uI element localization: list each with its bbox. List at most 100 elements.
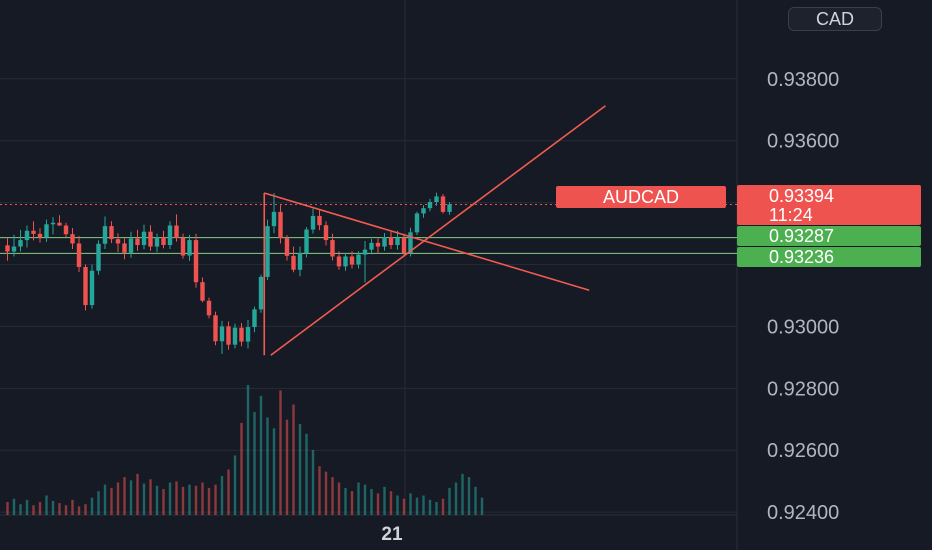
volume-bar (207, 487, 211, 515)
candle-body (414, 213, 420, 233)
volume-bar (305, 433, 308, 515)
volume-bar (246, 385, 250, 515)
candle-body (252, 309, 257, 328)
candle-body (18, 240, 23, 247)
candle-body (102, 226, 108, 244)
current-price: 0.93394 (769, 186, 835, 206)
candlesticks (5, 192, 452, 354)
candle-body (388, 237, 394, 246)
volume-bar (402, 498, 406, 515)
volume-bar (344, 487, 347, 515)
volume-bar (51, 500, 55, 515)
volume-bar (58, 503, 61, 515)
candle-body (239, 327, 244, 342)
volume-bar (389, 491, 393, 515)
trendline[interactable] (264, 192, 590, 291)
volume-bar (103, 484, 107, 515)
volume-bar (25, 499, 29, 515)
candle-body (245, 327, 251, 342)
volume-bar (227, 469, 230, 515)
volume-bar (45, 495, 48, 515)
volume-bar (292, 404, 295, 515)
candle-body (76, 243, 82, 267)
volume-bar (220, 476, 224, 515)
price-tick-label: 0.92600 (767, 440, 839, 462)
volume-bar (383, 486, 386, 515)
candle-body (63, 225, 69, 235)
volume-bar (71, 499, 74, 515)
volume-bar (311, 450, 315, 515)
current-price-badge: 0.93394 11:24 (737, 185, 921, 225)
volume-bar (142, 483, 146, 515)
candle-body (382, 237, 387, 247)
volume-bar (240, 422, 243, 515)
price-axis: 0.92400 0.92600 0.92800 0.93000 0.93600 0.938… (767, 69, 839, 524)
candle-body (310, 215, 316, 230)
price-tick-label: 0.92800 (767, 378, 839, 400)
candle-body (135, 238, 140, 246)
candle-body (122, 243, 127, 253)
candle-body (167, 225, 173, 246)
volume-bar (259, 395, 263, 515)
price-line-2-badge: 0.93236 (737, 247, 921, 267)
price-line-1-badge: 0.93287 (737, 226, 921, 246)
volume-bar (149, 479, 152, 515)
candle-body (50, 222, 56, 225)
volume-bar (162, 489, 165, 515)
candle-body (349, 256, 355, 265)
volume-bar (272, 428, 276, 515)
currency-badge[interactable]: CAD (788, 7, 882, 31)
candle-body (447, 204, 452, 212)
candle-body (304, 229, 309, 254)
volume-bar (279, 390, 282, 515)
candle-body (161, 237, 166, 246)
volume-bar (318, 466, 321, 515)
candle-body (141, 231, 147, 246)
price-tick-label: 0.93800 (767, 69, 839, 91)
volume-bar (331, 477, 334, 515)
volume-bar (285, 419, 289, 515)
candle-body (57, 222, 62, 226)
candle-body (317, 215, 322, 226)
candle-body (401, 237, 407, 254)
volume-bar (233, 455, 237, 515)
volume-bar (363, 484, 367, 515)
candle-body (369, 242, 374, 250)
volume-bar (467, 477, 471, 515)
volume-bar (461, 473, 464, 515)
candle-body (219, 326, 225, 342)
candle-body (187, 240, 192, 256)
volume-bar (19, 504, 22, 515)
candle-body (336, 256, 342, 267)
candle-body (5, 245, 10, 252)
volume-bar (448, 487, 451, 515)
trendline[interactable] (270, 105, 606, 356)
volume-bar (84, 504, 87, 515)
volume-bar (324, 471, 328, 515)
candle-body (271, 211, 277, 227)
candle-body (44, 224, 49, 238)
candle-body (193, 240, 199, 283)
candle-body (330, 240, 335, 257)
candle-body (154, 237, 160, 247)
volume-bar (253, 412, 256, 515)
trendlines[interactable] (263, 105, 606, 356)
candle-body (24, 230, 30, 241)
volume-bar (376, 493, 380, 515)
candle-body (375, 242, 381, 247)
volume-bar (454, 482, 458, 515)
candle-body (408, 232, 413, 254)
volume-bar (155, 485, 159, 515)
candle-body (297, 253, 303, 270)
volume-bar (441, 498, 445, 515)
candle-body (362, 249, 368, 255)
volume-bar (12, 498, 16, 515)
candle-body (206, 300, 212, 316)
candle-body (96, 243, 101, 271)
volume-bar (415, 497, 419, 515)
candle-body (128, 238, 134, 253)
candle-body (343, 256, 348, 267)
volume-bar (480, 497, 484, 515)
volume-bar (266, 417, 269, 515)
